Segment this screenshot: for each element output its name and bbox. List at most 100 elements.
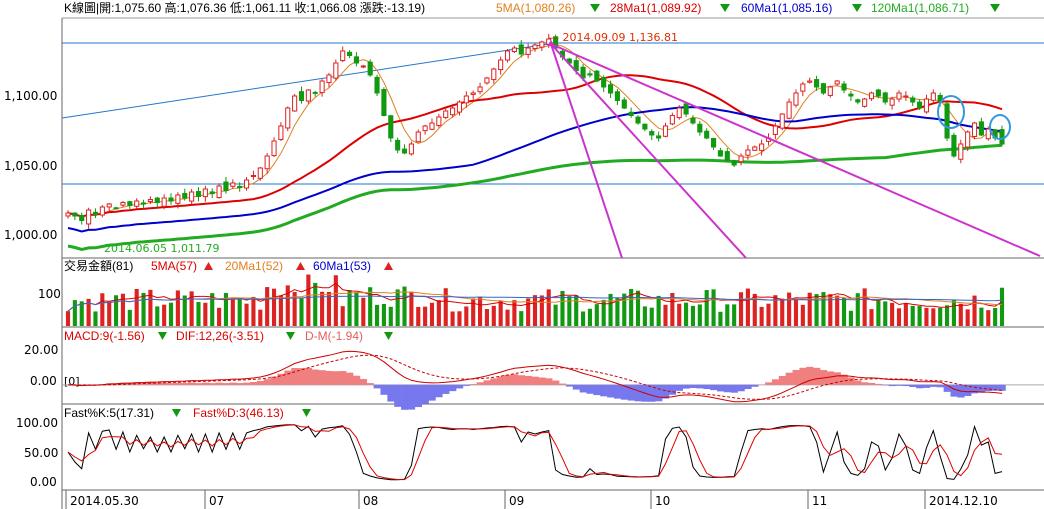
ma120-line [67, 143, 1003, 252]
macd-histogram-bar [703, 384, 711, 389]
volume-bar [752, 293, 757, 326]
volume-ma20-line [67, 291, 1002, 312]
volume-bar [917, 306, 922, 326]
dif-legend: DIF:12,26(-3.51) [176, 329, 264, 343]
macd-histogram-bar [249, 382, 258, 385]
volume-bar [361, 297, 366, 326]
candle-body [429, 122, 435, 130]
macd-histogram-bar [510, 374, 519, 385]
candle-body [800, 83, 806, 92]
candle-body [477, 86, 483, 93]
candle-body [896, 92, 902, 100]
volume-bar [958, 303, 963, 326]
volume-bar [381, 303, 386, 326]
dif-line [67, 350, 1003, 403]
volume-bar [890, 302, 895, 326]
candle-body [697, 123, 703, 133]
candle-body [216, 185, 222, 199]
volume-bar [670, 292, 675, 326]
volume-bar [189, 291, 194, 326]
candle-body [456, 101, 463, 113]
macd-histogram-bar [730, 384, 738, 393]
macd-histogram-bar [270, 376, 278, 385]
macd-histogram-bar [861, 382, 869, 385]
candle-body [958, 143, 964, 160]
volume-bar [271, 288, 277, 326]
macd-histogram-bar [964, 384, 972, 397]
candle-body [209, 191, 215, 195]
volume-bar [237, 297, 242, 326]
low-annotation: 2014.06.05 1,011.79 [104, 242, 219, 255]
volume-bar [320, 291, 325, 326]
candle-body [635, 116, 641, 124]
kd-tick-label: 100.00 [16, 416, 58, 430]
candle-body [759, 143, 765, 151]
candle-body [168, 197, 174, 202]
macd-histogram-bar [243, 382, 251, 385]
candle-body [388, 115, 394, 139]
candle-body [862, 98, 868, 107]
macd-histogram-bar [744, 384, 752, 390]
macd-histogram-bar [799, 367, 807, 385]
volume-bar [512, 300, 517, 326]
volume-bar [429, 302, 435, 326]
candle-body [264, 155, 270, 170]
macd-histogram-bar [462, 384, 471, 386]
macd-histogram-bar [627, 384, 635, 401]
volume-bar [203, 302, 208, 326]
ma28-legend: 28Ma1(1,089.92) [610, 1, 701, 15]
volume-bar [498, 300, 503, 326]
candle-body [106, 203, 112, 208]
candle-body [154, 197, 160, 203]
fan-line-steep [550, 43, 623, 259]
macd-histogram-bar [710, 384, 718, 391]
macd-histogram-bar [380, 384, 388, 395]
macd-legend: MACD:9(-1.56) [64, 329, 145, 343]
volume-bar [107, 301, 112, 326]
candle-body [978, 121, 984, 136]
macd-histogram-bar [174, 382, 182, 385]
volume-bar [175, 290, 180, 326]
price-tick-label: 1,100.00 [4, 89, 57, 103]
macd-histogram-bar [222, 383, 230, 385]
macd-histogram-bar [593, 384, 601, 396]
candle-body [944, 103, 950, 139]
down-arrow-icon [590, 4, 600, 12]
candle-body [841, 83, 847, 91]
volume-bar [182, 295, 187, 326]
candle-body [834, 80, 840, 85]
volume-bar [642, 306, 647, 326]
price-tick-label: 1,000.00 [4, 228, 57, 242]
macd-histogram-bar [504, 374, 512, 385]
candle-body [175, 194, 181, 204]
volume-ma5-legend: 5MA(57) [151, 259, 197, 273]
macd-histogram-bar [902, 384, 910, 387]
macd-histogram-bar [215, 382, 223, 385]
macd-signal-line [68, 354, 1003, 400]
volume-bar [869, 309, 874, 326]
candle-body [326, 74, 332, 84]
candle-body [717, 150, 723, 157]
volume-bar [546, 289, 551, 326]
volume-bar [938, 307, 943, 326]
volume-bar [972, 295, 977, 326]
volume-bar [979, 307, 984, 326]
volume-ma20-legend: 20Ma1(52) [225, 259, 283, 273]
candle-body [498, 59, 504, 71]
candle-body [79, 214, 85, 222]
volume-bar [574, 295, 579, 326]
volume-bar [787, 292, 792, 326]
macd-histogram-bar [353, 375, 361, 385]
macd-histogram-bar [366, 383, 374, 385]
volume-bar [532, 295, 538, 326]
candle-body [738, 155, 744, 163]
volume-bar [876, 300, 881, 326]
macd-histogram-bar [483, 380, 491, 385]
candle-body [779, 113, 785, 129]
candle-body [134, 200, 140, 207]
volume-bar [622, 293, 627, 326]
volume-bar [340, 306, 345, 326]
macd-histogram-bar [662, 384, 670, 399]
macd-histogram-bar [291, 368, 299, 385]
macd-histogram-bar [874, 383, 883, 385]
